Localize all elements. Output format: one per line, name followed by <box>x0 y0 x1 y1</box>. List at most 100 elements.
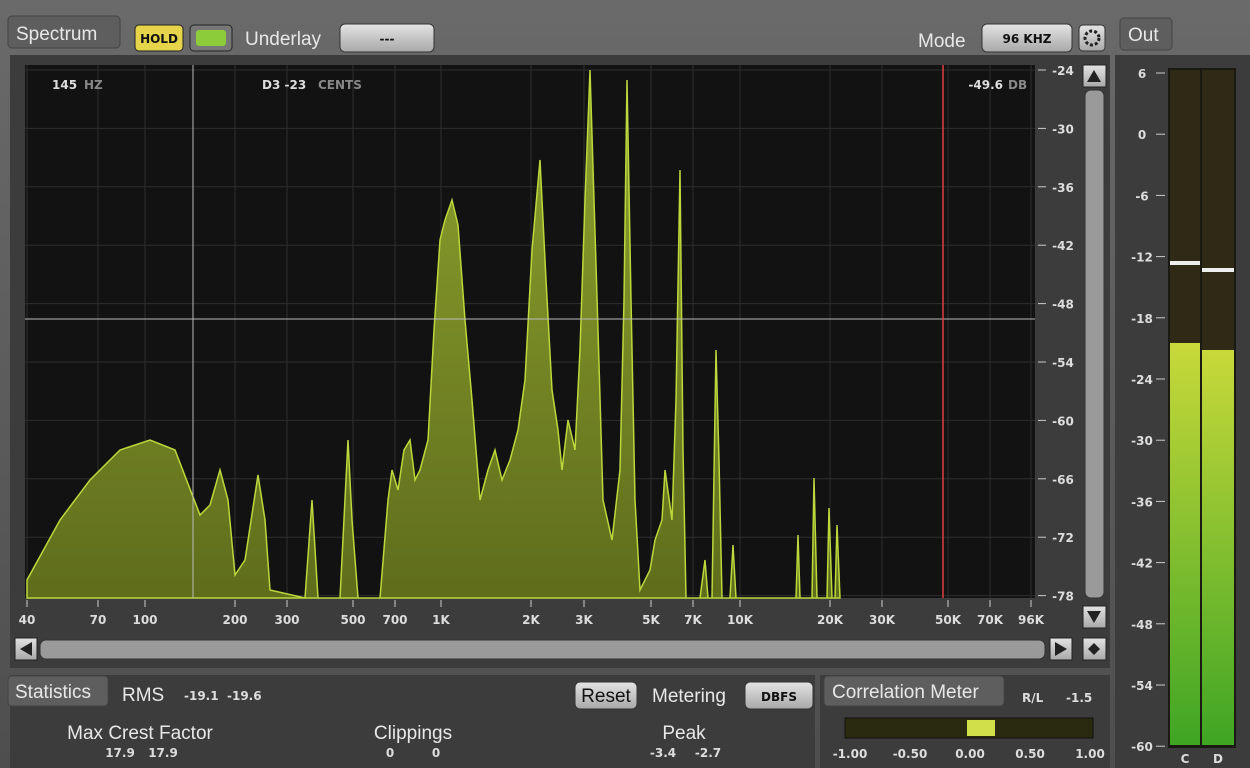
db-label: -24 <box>1052 64 1074 78</box>
correlation-tab <box>823 675 1005 707</box>
db-label: -48 <box>1052 298 1074 312</box>
db-label: -30 <box>1052 122 1074 136</box>
out-scale-label: -36 <box>1131 495 1153 509</box>
reset-label: Reset <box>581 686 631 707</box>
spectrum-curve <box>26 69 841 599</box>
spectrum-tab[interactable] <box>7 15 121 49</box>
mode-dropdown[interactable] <box>981 23 1073 53</box>
meter-c-level <box>1170 343 1200 745</box>
freq-label: 300 <box>274 613 299 627</box>
db-label: -60 <box>1052 414 1074 428</box>
correlation-tab-label: Correlation Meter <box>832 682 979 703</box>
out-scale-label: -24 <box>1131 373 1153 387</box>
correlation-scale-label: -1.00 <box>833 747 868 761</box>
readout-note: D3 -23 <box>262 78 306 92</box>
readout-freq: 145 <box>52 78 77 92</box>
out-channel-label: D <box>1213 752 1223 766</box>
h-scroll-thumb[interactable] <box>39 639 1046 660</box>
db-label: -78 <box>1052 590 1074 604</box>
freq-label: 2K <box>522 613 540 627</box>
statistics-tab-label: Statistics <box>15 682 91 703</box>
metering-dropdown[interactable] <box>744 681 814 710</box>
out-scale-label: 6 <box>1138 67 1146 81</box>
rms-left: -19.1 <box>184 689 219 703</box>
rms-right: -19.6 <box>227 689 262 703</box>
color-swatch <box>196 30 226 46</box>
out-channel-label: C <box>1181 752 1190 766</box>
settings-button[interactable] <box>1078 24 1106 52</box>
out-scale-label: -42 <box>1131 557 1153 571</box>
freq-label: 5K <box>642 613 660 627</box>
out-scale-label: -6 <box>1135 189 1148 203</box>
freq-label: 40 <box>19 613 36 627</box>
arrow-left <box>20 642 32 656</box>
freq-label: 200 <box>222 613 247 627</box>
freq-label: 50K <box>935 613 962 627</box>
readout-note-unit: CENTS <box>318 78 362 92</box>
metering-value: DBFS <box>761 690 797 704</box>
out-scale-label: -30 <box>1131 434 1153 448</box>
peak-left: -3.4 <box>650 746 676 760</box>
v-scroll-thumb[interactable] <box>1084 89 1105 599</box>
db-label: -66 <box>1052 473 1074 487</box>
out-scale-label: -60 <box>1131 740 1153 754</box>
statistics-frame <box>10 675 815 768</box>
clippings-label: Clippings <box>374 723 452 744</box>
correlation-scale-label: 0.00 <box>955 747 985 761</box>
db-label: -72 <box>1052 531 1074 545</box>
diamond-icon <box>1088 643 1100 655</box>
reset-button[interactable] <box>574 681 638 710</box>
freq-label: 700 <box>382 613 407 627</box>
correlation-value: -1.5 <box>1066 691 1092 705</box>
underlay-label: Underlay <box>245 29 322 50</box>
peak-hold-c <box>1170 261 1200 265</box>
arrow-down <box>1087 611 1101 623</box>
max-crest-label: Max Crest Factor <box>67 723 213 744</box>
hold-label: HOLD <box>140 32 178 46</box>
statistics-tab <box>7 675 109 707</box>
clippings-left: 0 <box>386 746 394 760</box>
rms-label: RMS <box>122 685 164 706</box>
freq-label: 20K <box>817 613 844 627</box>
correlation-scale-label: 0.50 <box>1015 747 1045 761</box>
spectrum-tab-label: Spectrum <box>16 24 97 45</box>
freq-label: 100 <box>132 613 157 627</box>
freq-label: 1K <box>432 613 450 627</box>
readout-level-unit: DB <box>1008 78 1027 92</box>
correlation-mode: R/L <box>1022 691 1044 705</box>
freq-label: 3K <box>575 613 593 627</box>
underlay-value: --- <box>380 32 395 46</box>
readout-freq-unit: HZ <box>84 78 103 92</box>
correlation-indicator <box>967 720 995 736</box>
freq-label: 7K <box>684 613 702 627</box>
peak-hold-d <box>1202 268 1234 272</box>
out-tab <box>1119 17 1173 51</box>
out-scale-label: 0 <box>1138 128 1146 142</box>
correlation-scale-label: 1.00 <box>1075 747 1105 761</box>
mode-value: 96 KHZ <box>1003 32 1052 46</box>
underlay-dropdown[interactable] <box>339 23 435 53</box>
out-scale-label: -48 <box>1131 618 1153 632</box>
meter-c-empty <box>1170 70 1200 343</box>
hold-button[interactable] <box>134 24 184 52</box>
db-label: -36 <box>1052 181 1074 195</box>
arrow-up <box>1087 70 1101 82</box>
out-scale-label: -12 <box>1131 251 1153 265</box>
out-scale-label: -18 <box>1131 312 1153 326</box>
arrow-right <box>1055 642 1067 656</box>
freq-label: 70 <box>90 613 107 627</box>
clippings-right: 0 <box>432 746 440 760</box>
peak-label: Peak <box>662 723 706 744</box>
out-tab-label: Out <box>1128 25 1159 46</box>
freq-label: 96K <box>1018 613 1045 627</box>
max-crest-right: 17.9 <box>148 746 178 760</box>
correlation-scale-label: -0.50 <box>893 747 928 761</box>
peak-right: -2.7 <box>695 746 721 760</box>
freq-label: 10K <box>727 613 754 627</box>
gear-icon <box>1083 29 1101 47</box>
db-label: -42 <box>1052 239 1074 253</box>
out-scale-label: -54 <box>1131 679 1153 693</box>
meter-d-level <box>1202 350 1234 745</box>
db-label: -54 <box>1052 356 1074 370</box>
